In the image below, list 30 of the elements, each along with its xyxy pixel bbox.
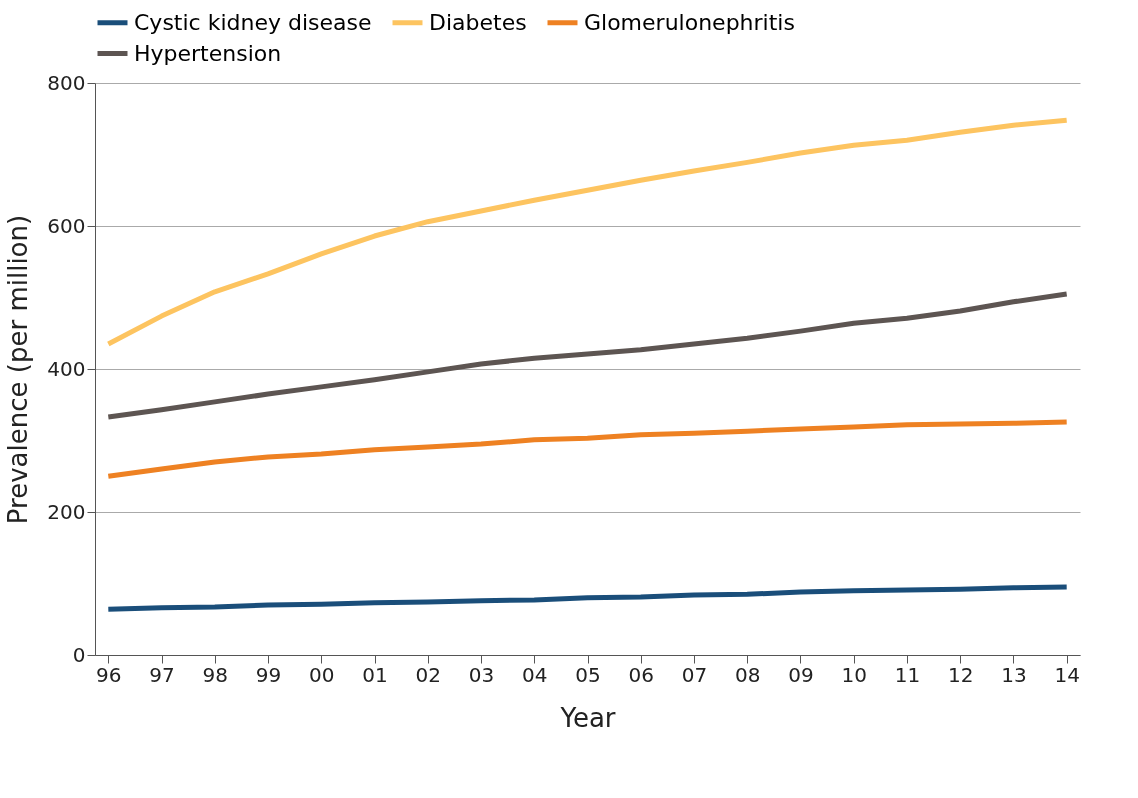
y-tick-label: 0 (72, 642, 86, 667)
y-tick-label: 400 (47, 356, 86, 381)
legend-label: Glomerulonephritis (584, 9, 795, 35)
x-tick-label: 99 (255, 662, 282, 687)
x-tick-label: 04 (522, 662, 548, 687)
legend-label: Cystic kidney disease (134, 9, 372, 35)
x-tick-label: 03 (468, 662, 495, 687)
x-tick-label: 11 (894, 662, 921, 687)
x-tick-label: 96 (96, 662, 122, 687)
x-tick-label: 12 (947, 662, 974, 687)
x-tick-label: 06 (628, 662, 654, 687)
x-tick-label: 10 (841, 662, 867, 687)
x-tick-label: 07 (681, 662, 708, 687)
x-tick-label: 13 (1001, 662, 1027, 687)
y-tick-label: 200 (47, 499, 86, 524)
x-axis-title: Year (559, 702, 616, 733)
x-tick-label: 98 (202, 662, 229, 687)
x-tick-label: 05 (575, 662, 601, 687)
x-tick-label: 00 (309, 662, 335, 687)
x-tick-label: 09 (788, 662, 814, 687)
x-tick-label: 08 (735, 662, 761, 687)
legend-label: Hypertension (134, 40, 282, 66)
legend-label: Diabetes (429, 9, 527, 35)
y-axis-title: Prevalence (per million) (3, 214, 34, 525)
y-tick-label: 800 (47, 70, 86, 95)
y-tick-label: 600 (47, 213, 86, 238)
x-tick-label: 02 (415, 662, 441, 687)
x-tick-label: 97 (149, 662, 175, 687)
x-tick-label: 01 (362, 662, 388, 687)
x-tick-label: 14 (1054, 662, 1080, 687)
